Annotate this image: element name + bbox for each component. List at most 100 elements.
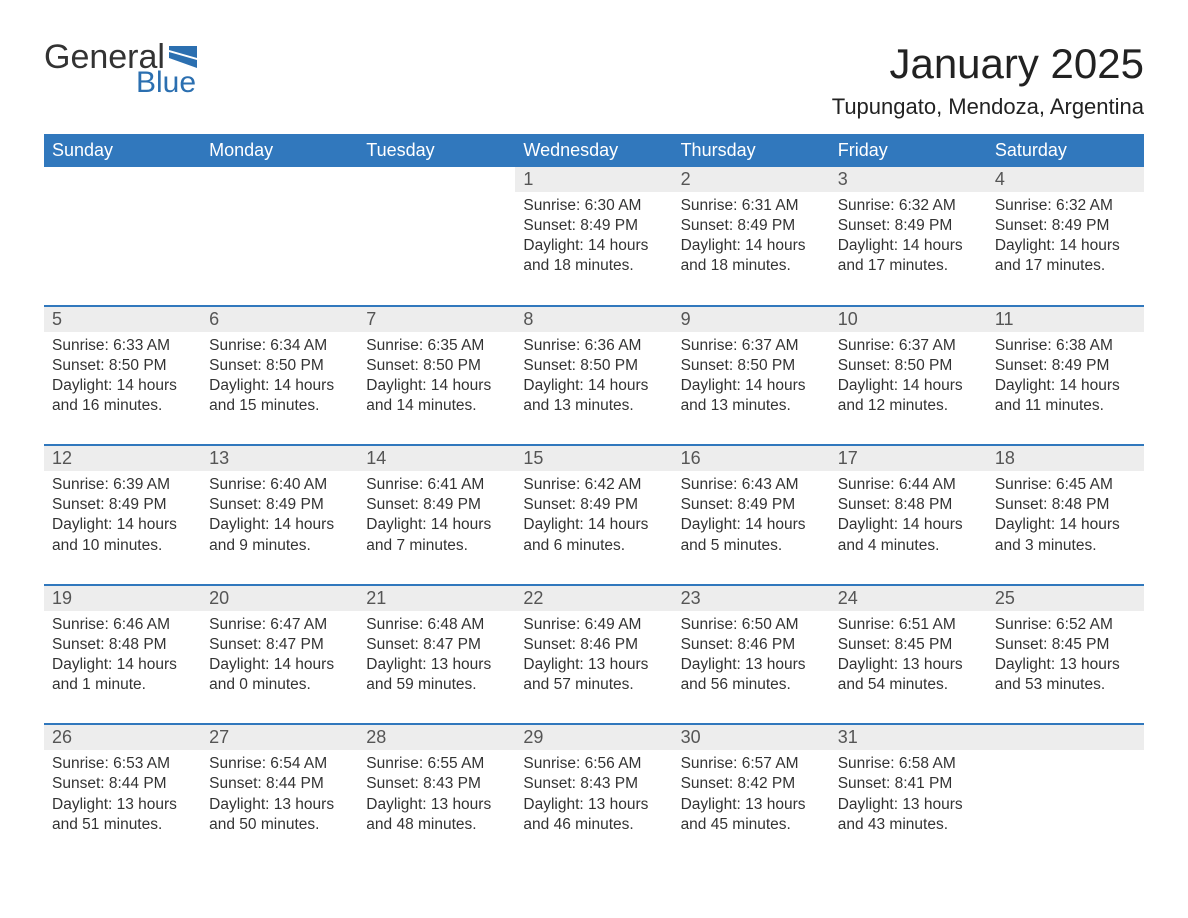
day-number-cell: 26 <box>44 724 201 750</box>
day-content-cell: Sunrise: 6:55 AMSunset: 8:43 PMDaylight:… <box>358 750 515 863</box>
sunset-text: Sunset: 8:46 PM <box>681 635 822 655</box>
sunset-text: Sunset: 8:49 PM <box>838 216 979 236</box>
day-content-cell: Sunrise: 6:50 AMSunset: 8:46 PMDaylight:… <box>673 611 830 725</box>
sunset-text: Sunset: 8:50 PM <box>366 356 507 376</box>
day-number-row: 1234 <box>44 167 1144 192</box>
sunset-text: Sunset: 8:48 PM <box>838 495 979 515</box>
day-content-cell: Sunrise: 6:39 AMSunset: 8:49 PMDaylight:… <box>44 471 201 585</box>
daylight-text: Daylight: 13 hours and 43 minutes. <box>838 795 979 835</box>
day-content-row: Sunrise: 6:53 AMSunset: 8:44 PMDaylight:… <box>44 750 1144 863</box>
day-content-cell <box>44 192 201 306</box>
sunrise-text: Sunrise: 6:56 AM <box>523 754 664 774</box>
daylight-text: Daylight: 13 hours and 56 minutes. <box>681 655 822 695</box>
day-content-row: Sunrise: 6:39 AMSunset: 8:49 PMDaylight:… <box>44 471 1144 585</box>
sunrise-text: Sunrise: 6:40 AM <box>209 475 350 495</box>
daylight-text: Daylight: 14 hours and 17 minutes. <box>995 236 1136 276</box>
weekday-header: Monday <box>201 134 358 167</box>
day-content-cell: Sunrise: 6:49 AMSunset: 8:46 PMDaylight:… <box>515 611 672 725</box>
sunset-text: Sunset: 8:47 PM <box>209 635 350 655</box>
day-content-cell: Sunrise: 6:34 AMSunset: 8:50 PMDaylight:… <box>201 332 358 446</box>
sunrise-text: Sunrise: 6:46 AM <box>52 615 193 635</box>
sunrise-text: Sunrise: 6:31 AM <box>681 196 822 216</box>
day-content-cell: Sunrise: 6:30 AMSunset: 8:49 PMDaylight:… <box>515 192 672 306</box>
daylight-text: Daylight: 14 hours and 15 minutes. <box>209 376 350 416</box>
sunrise-text: Sunrise: 6:49 AM <box>523 615 664 635</box>
day-content-cell: Sunrise: 6:42 AMSunset: 8:49 PMDaylight:… <box>515 471 672 585</box>
sunset-text: Sunset: 8:50 PM <box>523 356 664 376</box>
daylight-text: Daylight: 13 hours and 48 minutes. <box>366 795 507 835</box>
daylight-text: Daylight: 14 hours and 14 minutes. <box>366 376 507 416</box>
calendar-table: Sunday Monday Tuesday Wednesday Thursday… <box>44 134 1144 863</box>
sunset-text: Sunset: 8:48 PM <box>52 635 193 655</box>
day-content-cell: Sunrise: 6:52 AMSunset: 8:45 PMDaylight:… <box>987 611 1144 725</box>
day-content-cell: Sunrise: 6:37 AMSunset: 8:50 PMDaylight:… <box>830 332 987 446</box>
sunrise-text: Sunrise: 6:32 AM <box>838 196 979 216</box>
sunset-text: Sunset: 8:44 PM <box>209 774 350 794</box>
sunset-text: Sunset: 8:49 PM <box>366 495 507 515</box>
day-number-cell: 11 <box>987 306 1144 332</box>
day-content-cell: Sunrise: 6:35 AMSunset: 8:50 PMDaylight:… <box>358 332 515 446</box>
day-content-cell: Sunrise: 6:33 AMSunset: 8:50 PMDaylight:… <box>44 332 201 446</box>
day-number-cell: 13 <box>201 445 358 471</box>
daylight-text: Daylight: 14 hours and 3 minutes. <box>995 515 1136 555</box>
sunrise-text: Sunrise: 6:44 AM <box>838 475 979 495</box>
sunset-text: Sunset: 8:50 PM <box>209 356 350 376</box>
day-number-cell: 21 <box>358 585 515 611</box>
day-content-cell: Sunrise: 6:41 AMSunset: 8:49 PMDaylight:… <box>358 471 515 585</box>
sunrise-text: Sunrise: 6:47 AM <box>209 615 350 635</box>
sunrise-text: Sunrise: 6:33 AM <box>52 336 193 356</box>
sunrise-text: Sunrise: 6:35 AM <box>366 336 507 356</box>
day-content-row: Sunrise: 6:46 AMSunset: 8:48 PM Daylight:… <box>44 611 1144 725</box>
day-number-cell: 3 <box>830 167 987 192</box>
daylight-text: Daylight: 14 hours and 4 minutes. <box>838 515 979 555</box>
sunset-text: Sunset: 8:49 PM <box>209 495 350 515</box>
weekday-header: Saturday <box>987 134 1144 167</box>
daylight-text: Daylight: 14 hours and 18 minutes. <box>681 236 822 276</box>
sunrise-text: Sunrise: 6:42 AM <box>523 475 664 495</box>
sunrise-text: Sunrise: 6:32 AM <box>995 196 1136 216</box>
day-number-cell: 25 <box>987 585 1144 611</box>
sunrise-text: Sunrise: 6:30 AM <box>523 196 664 216</box>
day-content-cell: Sunrise: 6:54 AMSunset: 8:44 PMDaylight:… <box>201 750 358 863</box>
sunrise-text: Sunrise: 6:34 AM <box>209 336 350 356</box>
daylight-text: Daylight: 13 hours and 50 minutes. <box>209 795 350 835</box>
daylight-text: Daylight: 14 hours and 6 minutes. <box>523 515 664 555</box>
sunrise-text: Sunrise: 6:41 AM <box>366 475 507 495</box>
day-content-cell: Sunrise: 6:40 AMSunset: 8:49 PMDaylight:… <box>201 471 358 585</box>
sunrise-text: Sunrise: 6:57 AM <box>681 754 822 774</box>
day-content-cell: Sunrise: 6:38 AMSunset: 8:49 PMDaylight:… <box>987 332 1144 446</box>
day-content-cell: Sunrise: 6:31 AMSunset: 8:49 PMDaylight:… <box>673 192 830 306</box>
day-content-cell: Sunrise: 6:53 AMSunset: 8:44 PMDaylight:… <box>44 750 201 863</box>
sunset-text: Sunset: 8:50 PM <box>52 356 193 376</box>
day-number-cell: 5 <box>44 306 201 332</box>
location-subtitle: Tupungato, Mendoza, Argentina <box>832 94 1144 120</box>
day-number-cell <box>44 167 201 192</box>
day-number-cell: 16 <box>673 445 830 471</box>
day-content-cell: Sunrise: 6:58 AMSunset: 8:41 PMDaylight:… <box>830 750 987 863</box>
day-content-cell: Sunrise: 6:36 AMSunset: 8:50 PMDaylight:… <box>515 332 672 446</box>
brand-word-2: Blue <box>136 68 197 98</box>
daylight-text: Daylight: 13 hours and 53 minutes. <box>995 655 1136 695</box>
weekday-header-row: Sunday Monday Tuesday Wednesday Thursday… <box>44 134 1144 167</box>
day-number-cell <box>201 167 358 192</box>
daylight-text: Daylight: 14 hours and 17 minutes. <box>838 236 979 276</box>
day-number-cell: 29 <box>515 724 672 750</box>
daylight-text: Daylight: 13 hours and 57 minutes. <box>523 655 664 695</box>
daylight-text: Daylight: 14 hours and 10 minutes. <box>52 515 193 555</box>
sunset-text: Sunset: 8:49 PM <box>523 216 664 236</box>
daylight-text: Daylight: 14 hours and 18 minutes. <box>523 236 664 276</box>
sunrise-text: Sunrise: 6:54 AM <box>209 754 350 774</box>
day-content-cell: Sunrise: 6:56 AMSunset: 8:43 PMDaylight:… <box>515 750 672 863</box>
day-content-cell: Sunrise: 6:47 AMSunset: 8:47 PMDaylight:… <box>201 611 358 725</box>
daylight-text: Daylight: 14 hours and 12 minutes. <box>838 376 979 416</box>
sunset-text: Sunset: 8:44 PM <box>52 774 193 794</box>
sunset-text: Sunset: 8:45 PM <box>995 635 1136 655</box>
day-content-cell: Sunrise: 6:43 AMSunset: 8:49 PMDaylight:… <box>673 471 830 585</box>
day-number-cell: 23 <box>673 585 830 611</box>
month-title: January 2025 <box>832 40 1144 88</box>
day-number-cell: 10 <box>830 306 987 332</box>
brand-logo: General Blue <box>44 40 197 98</box>
day-content-cell: Sunrise: 6:57 AMSunset: 8:42 PMDaylight:… <box>673 750 830 863</box>
day-number-cell: 15 <box>515 445 672 471</box>
sunrise-text: Sunrise: 6:36 AM <box>523 336 664 356</box>
